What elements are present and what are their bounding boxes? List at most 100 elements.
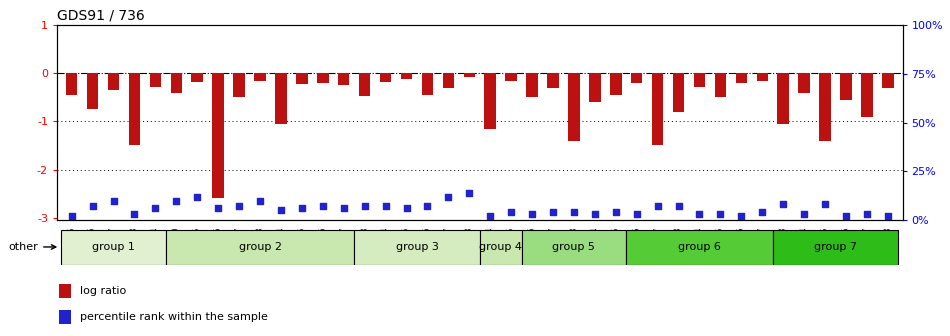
Point	[357, 204, 372, 209]
Bar	[819, 73, 831, 141]
Text: group 7: group 7	[814, 242, 857, 252]
Bar	[107, 73, 120, 90]
Point	[504, 210, 519, 215]
Text: group 5: group 5	[553, 242, 596, 252]
Bar	[772, 230, 899, 265]
Bar	[484, 73, 496, 129]
Point	[775, 202, 790, 207]
Bar	[861, 73, 873, 117]
Bar	[840, 73, 852, 100]
Bar	[61, 230, 166, 265]
Point	[420, 204, 435, 209]
Point	[796, 212, 811, 217]
Point	[587, 212, 602, 217]
Bar	[255, 73, 266, 81]
Point	[462, 190, 477, 196]
Bar	[652, 73, 663, 145]
Bar	[234, 73, 245, 97]
Bar	[756, 73, 768, 81]
Bar	[464, 73, 475, 77]
Bar	[276, 73, 287, 124]
Text: group 1: group 1	[92, 242, 135, 252]
Bar	[149, 73, 162, 87]
Point	[336, 206, 351, 211]
Text: log ratio: log ratio	[80, 286, 126, 296]
Bar	[777, 73, 788, 124]
Bar	[673, 73, 684, 112]
Bar	[354, 230, 480, 265]
Bar	[86, 73, 99, 110]
Point	[671, 204, 686, 209]
Point	[817, 202, 832, 207]
Bar	[694, 73, 705, 87]
Bar	[526, 73, 538, 97]
Bar	[631, 73, 642, 83]
Bar	[213, 73, 224, 199]
Point	[839, 213, 854, 219]
Bar	[128, 73, 141, 145]
Text: group 2: group 2	[238, 242, 281, 252]
Point	[483, 213, 498, 219]
Bar	[568, 73, 580, 141]
Point	[692, 212, 707, 217]
Bar	[883, 73, 894, 88]
Point	[608, 210, 623, 215]
Bar	[59, 310, 71, 324]
Point	[650, 204, 665, 209]
Bar	[171, 73, 182, 92]
Bar	[166, 230, 354, 265]
Point	[105, 198, 121, 203]
Text: percentile rank within the sample: percentile rank within the sample	[80, 312, 268, 322]
Point	[399, 206, 414, 211]
Point	[881, 213, 896, 219]
Bar	[798, 73, 810, 92]
Point	[148, 206, 163, 211]
Point	[190, 194, 205, 199]
Point	[860, 212, 875, 217]
Bar	[480, 230, 522, 265]
Text: GDS91 / 736: GDS91 / 736	[57, 9, 144, 23]
Point	[733, 213, 749, 219]
Text: group 4: group 4	[479, 242, 522, 252]
Point	[441, 194, 456, 199]
Bar	[338, 73, 350, 85]
Bar	[589, 73, 600, 102]
Point	[294, 206, 310, 211]
Point	[754, 210, 770, 215]
Bar	[380, 73, 391, 82]
Text: other: other	[9, 242, 56, 252]
Point	[274, 208, 289, 213]
Point	[64, 213, 79, 219]
Bar	[359, 73, 371, 96]
Point	[253, 198, 268, 203]
Bar	[626, 230, 772, 265]
Bar	[735, 73, 747, 83]
Bar	[714, 73, 726, 97]
Bar	[610, 73, 621, 95]
Bar	[317, 73, 329, 83]
Point	[378, 204, 393, 209]
Point	[315, 204, 331, 209]
Bar	[522, 230, 626, 265]
Point	[232, 204, 247, 209]
Bar	[66, 73, 77, 95]
Bar	[443, 73, 454, 88]
Point	[545, 210, 560, 215]
Point	[566, 210, 581, 215]
Bar	[401, 73, 412, 79]
Point	[211, 206, 226, 211]
Bar	[547, 73, 559, 88]
Point	[127, 212, 142, 217]
Bar	[422, 73, 433, 95]
Bar	[59, 284, 71, 298]
Bar	[192, 73, 203, 82]
Text: group 6: group 6	[678, 242, 721, 252]
Point	[169, 198, 184, 203]
Bar	[296, 73, 308, 84]
Point	[629, 212, 644, 217]
Bar	[505, 73, 517, 81]
Point	[85, 204, 100, 209]
Point	[712, 212, 728, 217]
Text: group 3: group 3	[395, 242, 438, 252]
Point	[524, 212, 540, 217]
